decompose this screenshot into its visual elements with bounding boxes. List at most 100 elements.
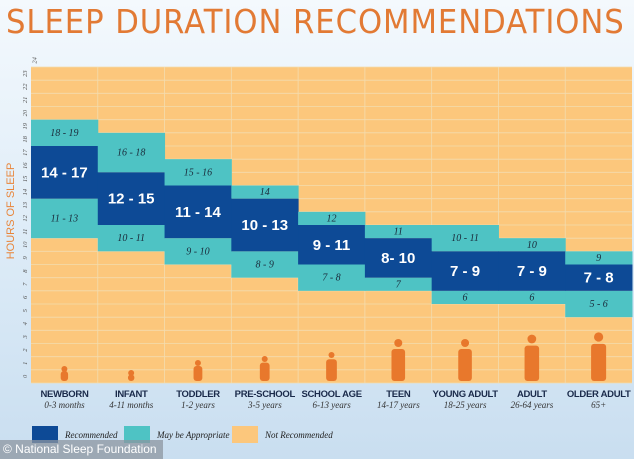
y-tick-label: 4 <box>22 321 29 325</box>
may-be-appropriate-high-label: 10 <box>527 240 537 251</box>
y-tick-label: 18 <box>22 135 29 142</box>
recommended-bar <box>431 251 499 291</box>
person-silhouette-icon <box>461 339 470 347</box>
y-tick-label: 3 <box>22 335 29 340</box>
recommended-label: 9 - 11 <box>313 237 351 254</box>
person-silhouette-icon <box>127 374 135 381</box>
category-label: NEWBORN 0-3 months <box>31 389 98 410</box>
category-age: 26-64 years <box>510 400 554 410</box>
y-tick-label: 24 <box>32 56 39 63</box>
y-tick-label: 16 <box>22 162 29 169</box>
may-be-appropriate-low-bar <box>298 264 366 291</box>
category-age: 14-17 years <box>377 400 420 410</box>
y-tick-label: 19 <box>22 122 29 129</box>
legend-label: May be Appropriate <box>157 429 230 440</box>
may-be-appropriate-high-bar <box>565 251 633 265</box>
may-be-appropriate-high-bar <box>364 225 433 239</box>
category-name: ADULT <box>516 389 547 400</box>
category-label: TEEN 14-17 years <box>365 389 432 410</box>
recommended-bar <box>164 185 232 239</box>
recommended-label: 12 - 15 <box>108 191 155 208</box>
category-name: YOUNG ADULT <box>432 389 499 400</box>
may-be-appropriate-low-label: 7 - 8 <box>322 273 340 284</box>
recommended-label: 11 - 14 <box>175 204 222 221</box>
person-silhouette-icon <box>60 371 69 381</box>
may-be-appropriate-low-bar <box>431 290 499 304</box>
recommended-bar <box>231 198 299 252</box>
may-be-appropriate-high-bar <box>498 238 566 252</box>
category-age: 65+ <box>591 400 607 410</box>
y-tick-label: 11 <box>22 229 29 235</box>
may-be-appropriate-low-label: 6 <box>463 292 468 303</box>
category-label: ADULT 26-64 years <box>498 389 565 410</box>
category-age: 4-11 months <box>109 400 154 410</box>
may-be-appropriate-low-label: 5 - 6 <box>589 299 607 310</box>
legend-swatch <box>232 426 258 443</box>
y-tick-label: 22 <box>22 83 29 90</box>
credit: © National Sleep Foundation <box>0 440 163 459</box>
legend-recommended: Recommended <box>32 426 117 443</box>
may-be-appropriate-high-bar <box>431 225 499 252</box>
person-silhouette-icon <box>61 366 68 372</box>
recommended-bar <box>97 172 166 225</box>
legend-swatch <box>124 426 150 443</box>
may-be-appropriate-high-bar <box>164 159 232 186</box>
recommended-label: 10 - 13 <box>241 217 288 234</box>
category-age: 18-25 years <box>443 400 487 410</box>
may-be-appropriate-high-bar <box>97 132 166 173</box>
category-name: TEEN <box>386 389 411 400</box>
recommended-label: 7 - 9 <box>450 263 480 280</box>
person-silhouette-icon <box>193 366 203 381</box>
recommended-bar <box>364 238 433 278</box>
y-tick-label: 5 <box>22 308 29 312</box>
category-age: 0-3 months <box>44 400 85 410</box>
y-tick-label: 20 <box>22 109 29 116</box>
y-tick-label: 14 <box>22 188 29 195</box>
may-be-appropriate-high-bar <box>31 119 99 146</box>
person-silhouette-icon <box>328 352 335 358</box>
y-tick-label: 8 <box>22 269 29 273</box>
may-be-appropriate-high-label: 10 - 11 <box>451 233 479 244</box>
may-be-appropriate-low-label: 7 <box>396 279 402 290</box>
category-label: TODDLER 1-2 years <box>165 389 232 410</box>
may-be-appropriate-low-label: 6 <box>529 292 534 303</box>
category-label: YOUNG ADULT 18-25 years <box>432 389 499 410</box>
y-axis-label: HOURS OF SLEEP <box>5 162 17 260</box>
y-tick-label: 2 <box>22 348 29 352</box>
may-be-appropriate-high-label: 9 <box>596 253 601 264</box>
recommended-bar <box>498 251 566 291</box>
recommended-label: 7 - 8 <box>584 270 614 287</box>
category-label: INFANT 4-11 months <box>98 389 165 410</box>
person-silhouette-icon <box>261 356 268 362</box>
person-silhouette-icon <box>394 339 403 347</box>
y-tick-label: 15 <box>22 175 29 182</box>
category-age: 3-5 years <box>247 400 282 410</box>
may-be-appropriate-low-bar <box>164 238 232 265</box>
may-be-appropriate-low-label: 10 - 11 <box>117 233 145 244</box>
recommended-bar <box>298 225 366 265</box>
may-be-appropriate-low-bar <box>364 277 433 291</box>
person-silhouette-icon <box>128 370 135 376</box>
y-tick-label: 10 <box>22 241 29 248</box>
person-silhouette-icon <box>527 334 537 344</box>
recommended-bar <box>565 264 633 291</box>
may-be-appropriate-low-bar <box>31 198 99 239</box>
y-tick-label: 7 <box>22 282 29 286</box>
recommended-label: 7 - 9 <box>517 263 547 280</box>
may-be-appropriate-high-label: 11 <box>394 227 403 238</box>
category-name: NEWBORN <box>40 389 89 400</box>
y-tick-label: 21 <box>22 97 29 104</box>
legend-label: Not Recommended <box>265 429 333 440</box>
recommended-label: 14 - 17 <box>41 164 88 181</box>
category-name: INFANT <box>115 389 148 400</box>
category-name: TODDLER <box>176 389 220 400</box>
may-be-appropriate-low-bar <box>231 251 299 278</box>
may-be-appropriate-high-label: 12 <box>327 213 337 224</box>
recommended-bar <box>31 146 99 199</box>
may-be-appropriate-low-bar <box>565 290 633 318</box>
chart-title: SLEEP DURATION RECOMMENDATIONS <box>6 2 625 41</box>
person-silhouette-icon <box>259 362 270 381</box>
category-label: OLDER ADULT 65+ <box>565 389 632 410</box>
category-name: PRE-SCHOOL <box>234 389 296 400</box>
